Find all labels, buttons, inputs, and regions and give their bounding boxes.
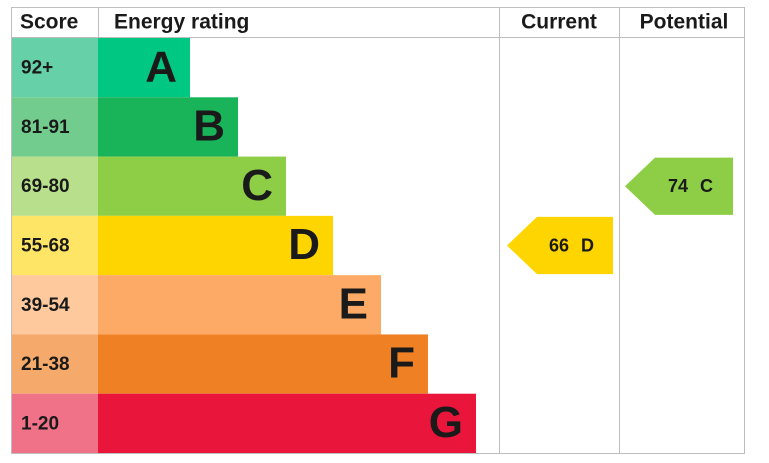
rating-bar (98, 393, 476, 453)
score-cell (12, 156, 98, 216)
score-range: 21-38 (21, 354, 70, 375)
score-range: 39-54 (21, 295, 70, 316)
score-cell (12, 393, 98, 453)
rating-letter: D (288, 220, 320, 269)
score-range: 69-80 (21, 176, 70, 197)
score-cell (12, 97, 98, 157)
score-cell (12, 275, 98, 335)
potential-arrow (625, 157, 733, 215)
rating-letter: F (388, 339, 415, 388)
potential-band: C (700, 176, 713, 196)
current-band: D (581, 235, 594, 255)
score-range: 81-91 (21, 117, 70, 138)
score-cell (12, 38, 98, 98)
rating-letter: G (429, 398, 463, 447)
header-potential: Potential (640, 11, 729, 34)
rating-letter: B (193, 102, 225, 151)
score-cell (12, 215, 98, 276)
header-score: Score (20, 11, 78, 34)
rating-bar (98, 97, 238, 157)
potential-value: 74 (668, 176, 688, 196)
rating-letter: C (241, 161, 273, 210)
rating-bar (98, 275, 381, 335)
score-range: 92+ (21, 58, 53, 79)
header-current: Current (521, 11, 597, 34)
rating-letter: A (145, 42, 177, 91)
rating-letter: E (339, 279, 368, 328)
score-range: 55-68 (21, 236, 70, 257)
table-frame (11, 7, 745, 454)
rating-bar (98, 38, 190, 98)
rating-bar (98, 215, 333, 276)
rating-bar (98, 334, 428, 394)
score-cell (12, 334, 98, 394)
current-arrow (507, 216, 613, 275)
current-value: 66 (549, 235, 569, 255)
rating-bar (98, 156, 286, 216)
header-rating: Energy rating (114, 11, 249, 34)
score-range: 1-20 (21, 413, 59, 434)
